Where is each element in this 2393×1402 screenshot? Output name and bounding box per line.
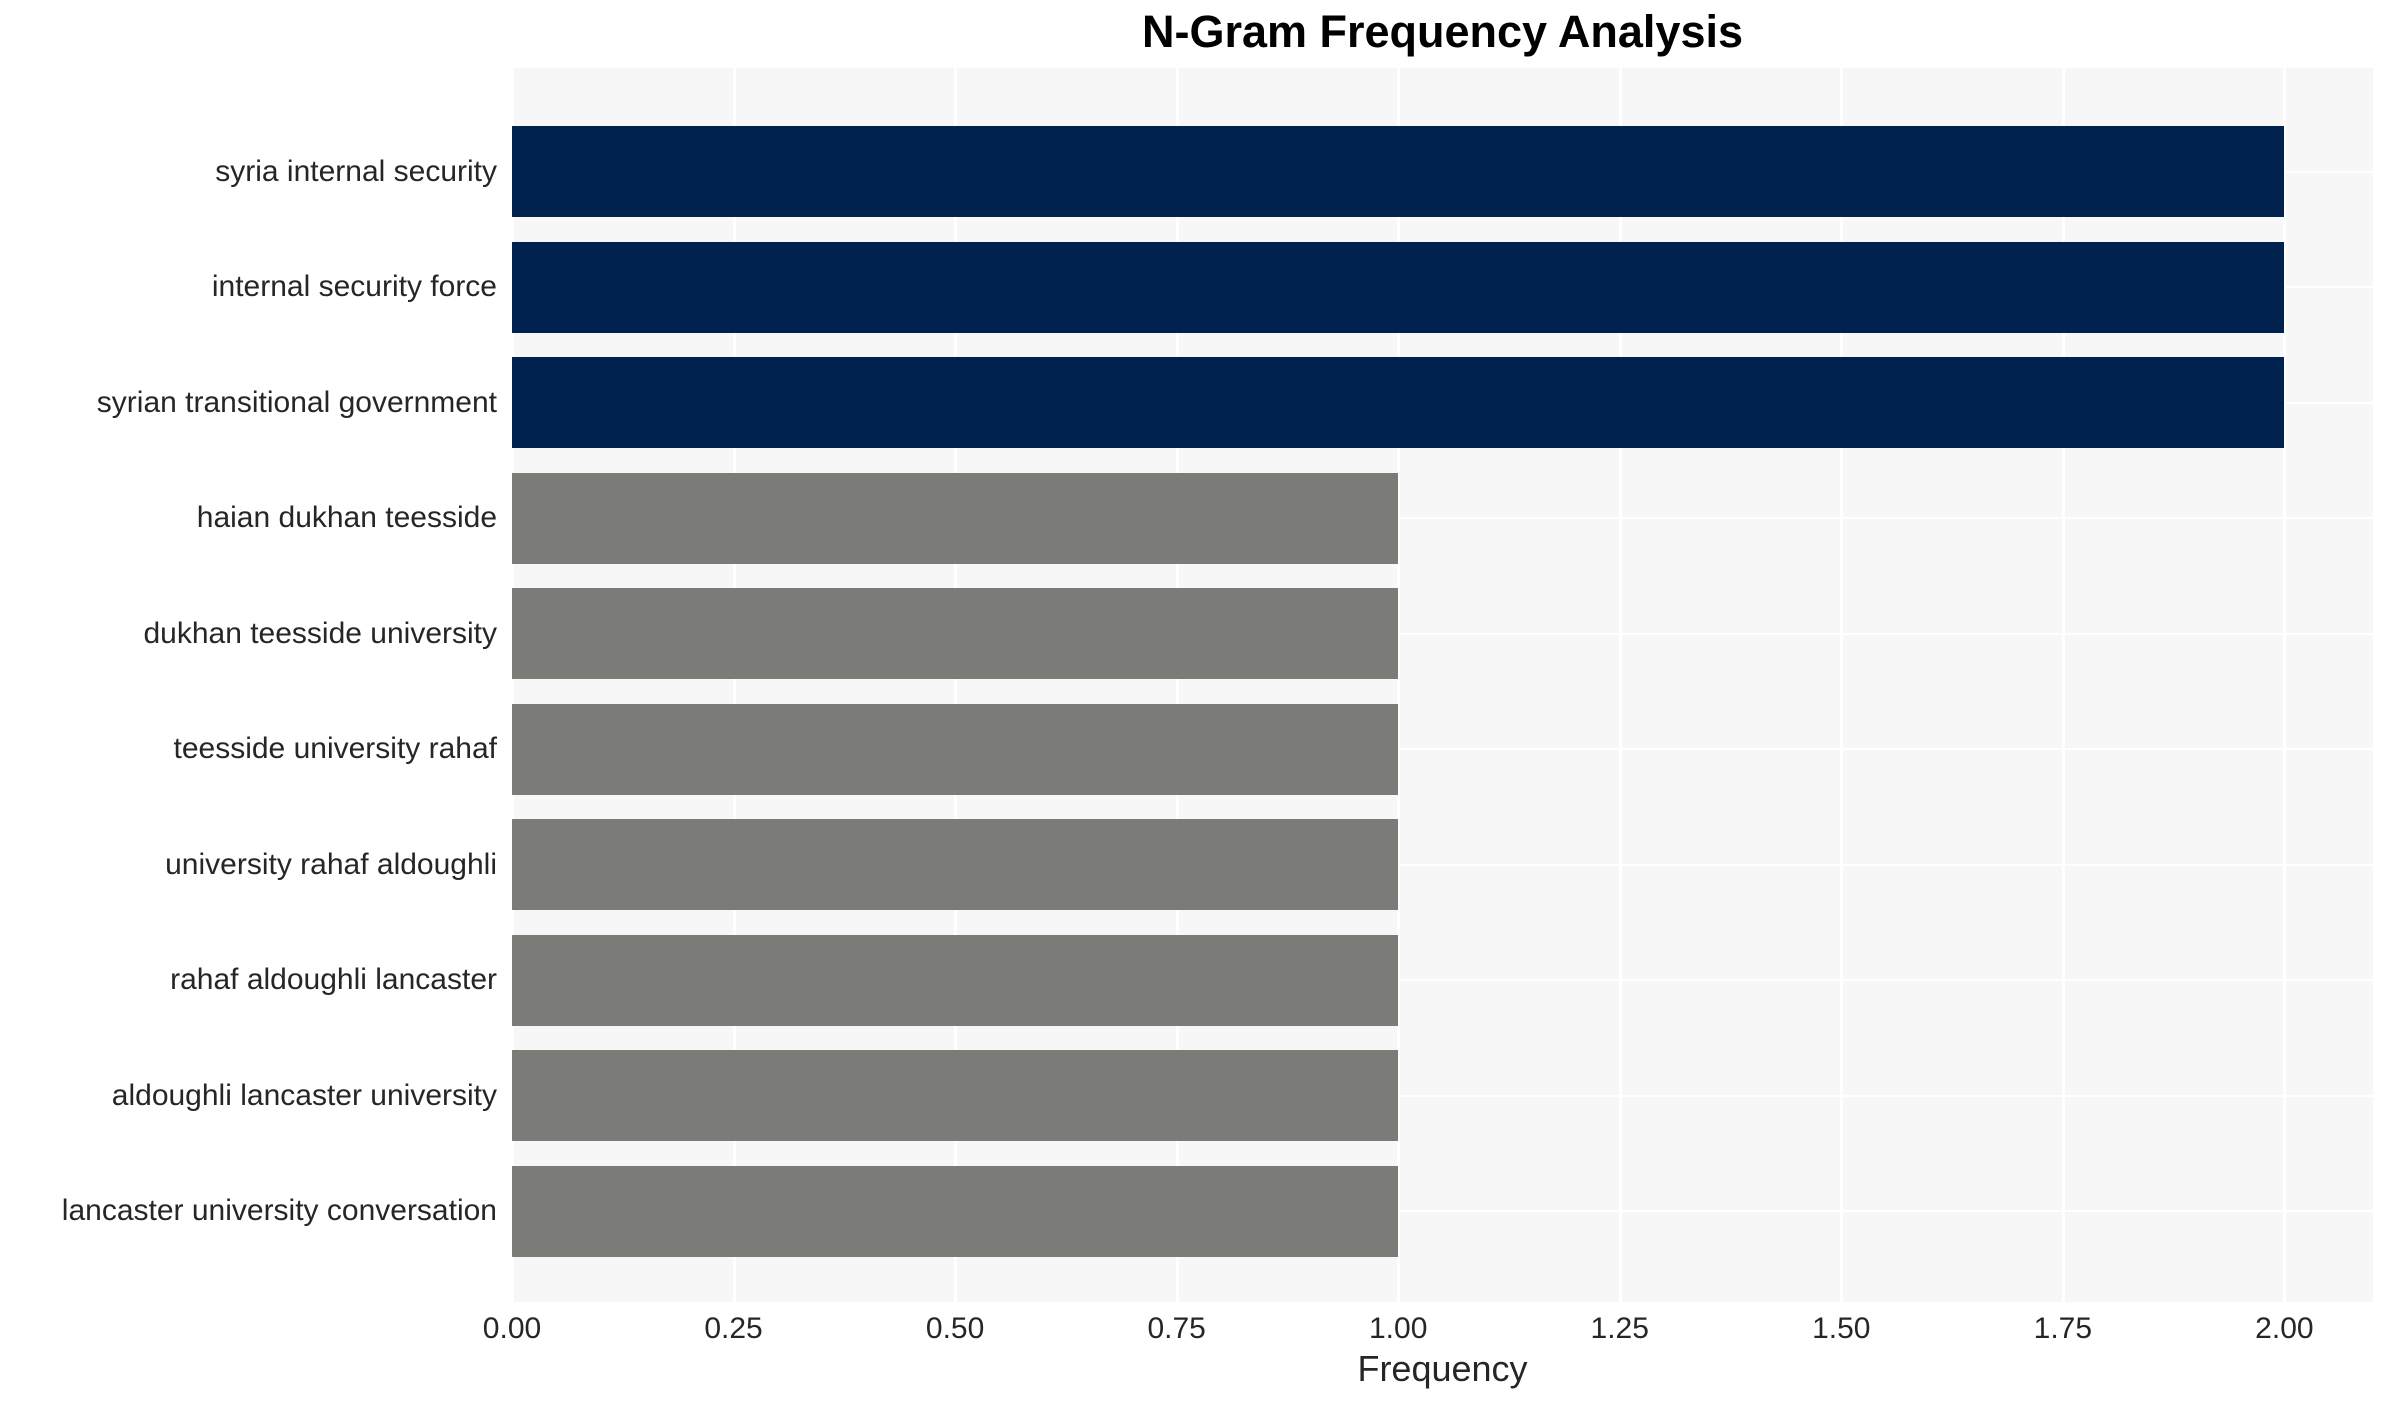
bar [512, 126, 2285, 218]
bar-row [512, 230, 2373, 346]
bar-row [512, 807, 2373, 923]
bar-row [512, 692, 2373, 808]
bar [512, 1050, 1399, 1142]
gridline-horizontal [512, 979, 2373, 982]
bar-row [512, 345, 2373, 461]
gridline-vertical [2283, 68, 2287, 1302]
x-tick-label: 1.25 [1590, 1312, 1649, 1345]
gridline-vertical [1175, 68, 1179, 1302]
x-tick-label: 0.75 [1147, 1312, 1206, 1345]
bar [512, 241, 2285, 333]
gridline-horizontal [512, 863, 2373, 866]
bar [512, 703, 1399, 795]
x-axis-label: Frequency [1357, 1348, 1528, 1389]
x-tick-label: 0.00 [482, 1312, 542, 1345]
plot-area [511, 68, 2373, 1302]
x-tick-label: 1.50 [1812, 1312, 1871, 1345]
chart-title: N-Gram Frequency Analysis [1141, 6, 1744, 57]
gridline-vertical [2061, 68, 2065, 1302]
x-axis: 0.00 0.25 0.50 0.75 1.00 1.25 1.50 1.75 2.00 [483, 1302, 2373, 1348]
gridline-horizontal [512, 632, 2373, 635]
y-tick-label: internal security force [211, 270, 497, 304]
x-tick-label: 2.00 [2255, 1312, 2314, 1345]
bar [512, 819, 1399, 911]
grid-layer [511, 68, 2373, 1302]
gridline-vertical [1618, 68, 1622, 1302]
y-tick-label: haian dukhan teesside [196, 501, 497, 535]
bar-row [512, 1154, 2373, 1270]
y-tick-label: rahaf aldoughli lancaster [170, 963, 497, 997]
gridline-vertical [954, 68, 958, 1302]
y-tick-label: lancaster university conversation [61, 1194, 497, 1228]
gridline-horizontal [512, 748, 2373, 751]
bar [512, 588, 1399, 680]
x-tick-label: 1.75 [2033, 1312, 2093, 1345]
y-tick-label: dukhan teesside university [143, 616, 497, 650]
bar [512, 1165, 1399, 1257]
gridline-vertical [732, 68, 736, 1302]
y-tick-label: syria internal security [215, 154, 497, 188]
y-tick-label: teesside university rahaf [173, 732, 498, 766]
y-axis: syria internal security internal security… [0, 68, 497, 1302]
gridline-vertical [1840, 68, 1844, 1302]
gridline-vertical [1397, 68, 1401, 1302]
bar-row [512, 114, 2373, 230]
bars-layer [512, 68, 2373, 1302]
y-tick-label: university rahaf aldoughli [165, 847, 497, 881]
bar [512, 934, 1399, 1026]
gridline-horizontal [512, 517, 2373, 520]
gridline-horizontal [512, 1094, 2373, 1097]
bar-row [512, 461, 2373, 577]
bar-row [512, 576, 2373, 692]
y-tick-label: aldoughli lancaster university [111, 1078, 497, 1112]
x-tick-label: 1.00 [1368, 1312, 1428, 1345]
x-tick-label: 0.25 [704, 1312, 763, 1345]
bar-row [512, 1038, 2373, 1154]
bar [512, 357, 2285, 449]
gridline-horizontal [512, 1210, 2373, 1213]
bar-row [512, 923, 2373, 1039]
y-tick-label: syrian transitional government [96, 385, 497, 419]
x-tick-label: 0.50 [925, 1312, 985, 1345]
gridline-vertical [511, 68, 514, 1302]
bar [512, 472, 1399, 564]
